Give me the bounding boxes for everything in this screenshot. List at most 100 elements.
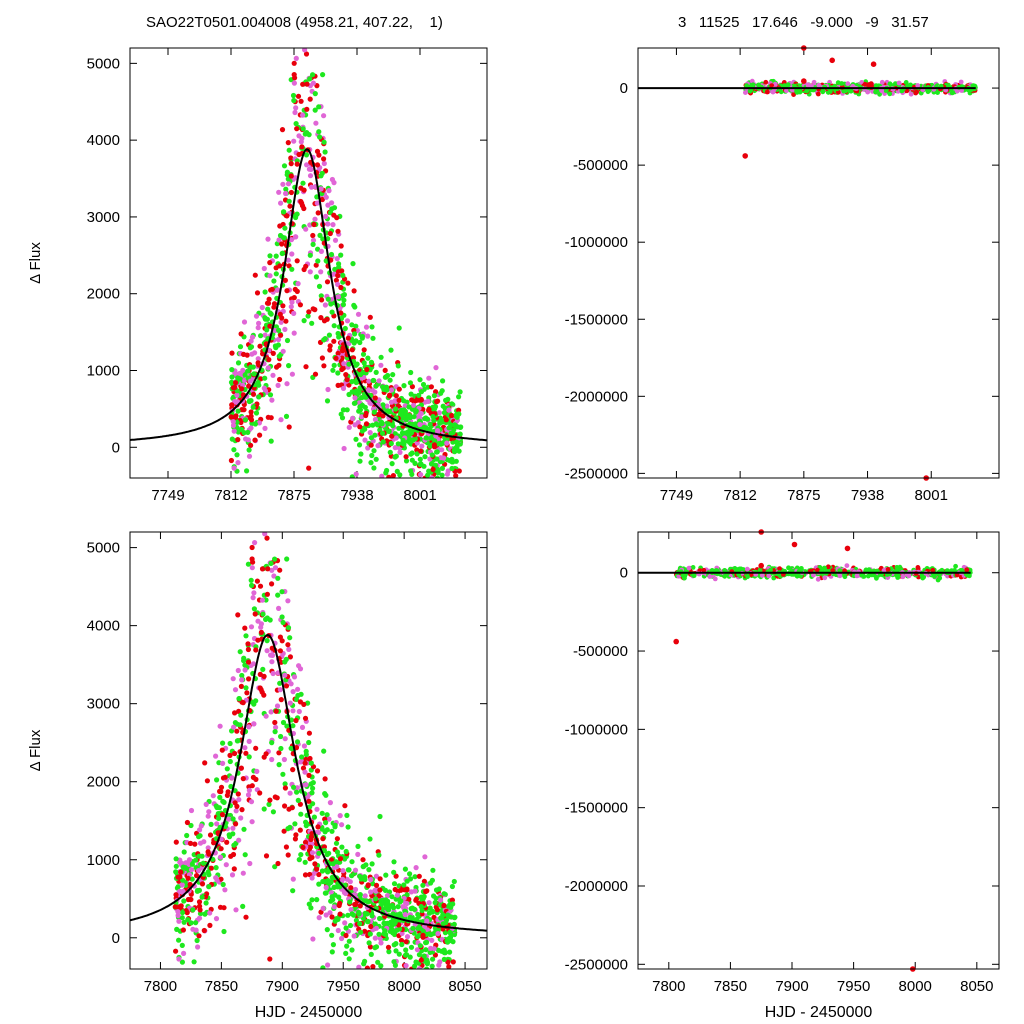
data-point-green (430, 956, 436, 962)
data-point-green (331, 323, 337, 329)
data-point-green (262, 289, 268, 295)
data-point-green (365, 899, 371, 905)
data-point-red (385, 944, 392, 950)
data-point-green (231, 842, 237, 848)
data-point-magenta (203, 801, 209, 808)
data-point-magenta (325, 962, 331, 968)
data-point-green (248, 364, 254, 370)
data-point-magenta (404, 900, 410, 907)
data-point-magenta (339, 351, 345, 357)
data-point-red (303, 51, 310, 57)
data-point-magenta (288, 237, 295, 243)
data-point-red (322, 776, 328, 782)
data-point-green (229, 374, 235, 380)
data-point-magenta (348, 907, 354, 913)
data-point-green (369, 861, 375, 867)
data-point-green (248, 344, 255, 350)
data-point-green (269, 740, 275, 746)
data-point-green (431, 406, 437, 412)
data-point-magenta (231, 724, 237, 730)
data-point-red (282, 277, 288, 283)
data-point-green (279, 250, 285, 257)
data-point-magenta (233, 907, 239, 913)
data-point-red (306, 772, 312, 779)
data-point-magenta (378, 940, 384, 946)
data-point-magenta (236, 837, 242, 843)
residual-point-magenta (900, 574, 906, 580)
data-point-red (283, 844, 289, 850)
data-point-green (292, 821, 298, 827)
data-point-green (373, 369, 379, 375)
data-point-magenta (402, 912, 408, 918)
data-point-red (321, 318, 328, 324)
data-point-magenta (237, 370, 243, 376)
data-point-magenta (441, 455, 447, 461)
data-point-green (454, 424, 460, 430)
data-point-magenta (238, 815, 244, 821)
data-point-magenta (323, 194, 329, 200)
data-point-magenta (323, 912, 329, 918)
residual-point-green (848, 88, 854, 94)
data-point-red (426, 406, 432, 412)
data-point-green (407, 380, 413, 386)
data-point-red (393, 873, 399, 879)
data-point-green (368, 359, 375, 365)
data-point-green (457, 431, 463, 437)
data-point-green (295, 692, 301, 699)
data-point-green (420, 381, 427, 388)
data-point-magenta (285, 257, 291, 263)
residual-point-magenta (676, 573, 682, 579)
data-point-green (278, 733, 284, 740)
x-tick-label: 7875 (787, 487, 820, 504)
data-point-green (377, 813, 383, 820)
data-point-green (334, 849, 340, 855)
data-point-red (288, 155, 294, 161)
data-point-magenta (325, 386, 331, 393)
data-point-green (342, 856, 348, 862)
data-point-green (206, 884, 212, 890)
data-point-green (278, 745, 284, 752)
data-point-red (218, 846, 224, 852)
data-point-red (343, 932, 349, 939)
data-point-green (426, 910, 433, 916)
data-point-red (264, 535, 270, 541)
data-point-red (297, 827, 303, 833)
data-point-red (334, 215, 340, 221)
data-point-magenta (275, 287, 281, 293)
data-point-green (362, 404, 368, 410)
data-point-green (441, 956, 447, 963)
data-point-magenta (368, 889, 374, 895)
data-point-red (271, 304, 277, 310)
data-point-red (339, 355, 345, 361)
data-point-green (395, 363, 401, 369)
data-point-magenta (248, 799, 255, 805)
data-point-green (197, 833, 203, 839)
data-point-magenta (346, 424, 352, 430)
data-point-green (361, 394, 367, 400)
data-point-magenta (286, 646, 292, 653)
data-point-green (361, 874, 368, 880)
x-tick-label: 8001 (915, 487, 948, 504)
data-point-green (434, 475, 440, 478)
data-point-green (322, 336, 328, 342)
data-point-green (246, 398, 253, 404)
data-point-magenta (341, 445, 347, 452)
data-point-green (245, 561, 251, 567)
data-point-red (331, 338, 337, 344)
data-point-green (340, 272, 346, 278)
data-point-magenta (365, 333, 371, 339)
data-point-green (416, 392, 422, 398)
residual-point-green (681, 575, 687, 581)
data-point-green (412, 906, 418, 912)
data-point-magenta (235, 460, 241, 466)
data-point-red (298, 198, 304, 205)
data-point-green (357, 873, 363, 879)
residual-point-green (935, 90, 940, 95)
data-point-green (242, 852, 248, 858)
data-point-magenta (256, 420, 262, 426)
data-point-green (349, 911, 355, 917)
data-point-green (440, 921, 446, 927)
data-point-green (351, 340, 357, 346)
data-point-magenta (362, 437, 368, 443)
data-point-red (272, 794, 278, 800)
